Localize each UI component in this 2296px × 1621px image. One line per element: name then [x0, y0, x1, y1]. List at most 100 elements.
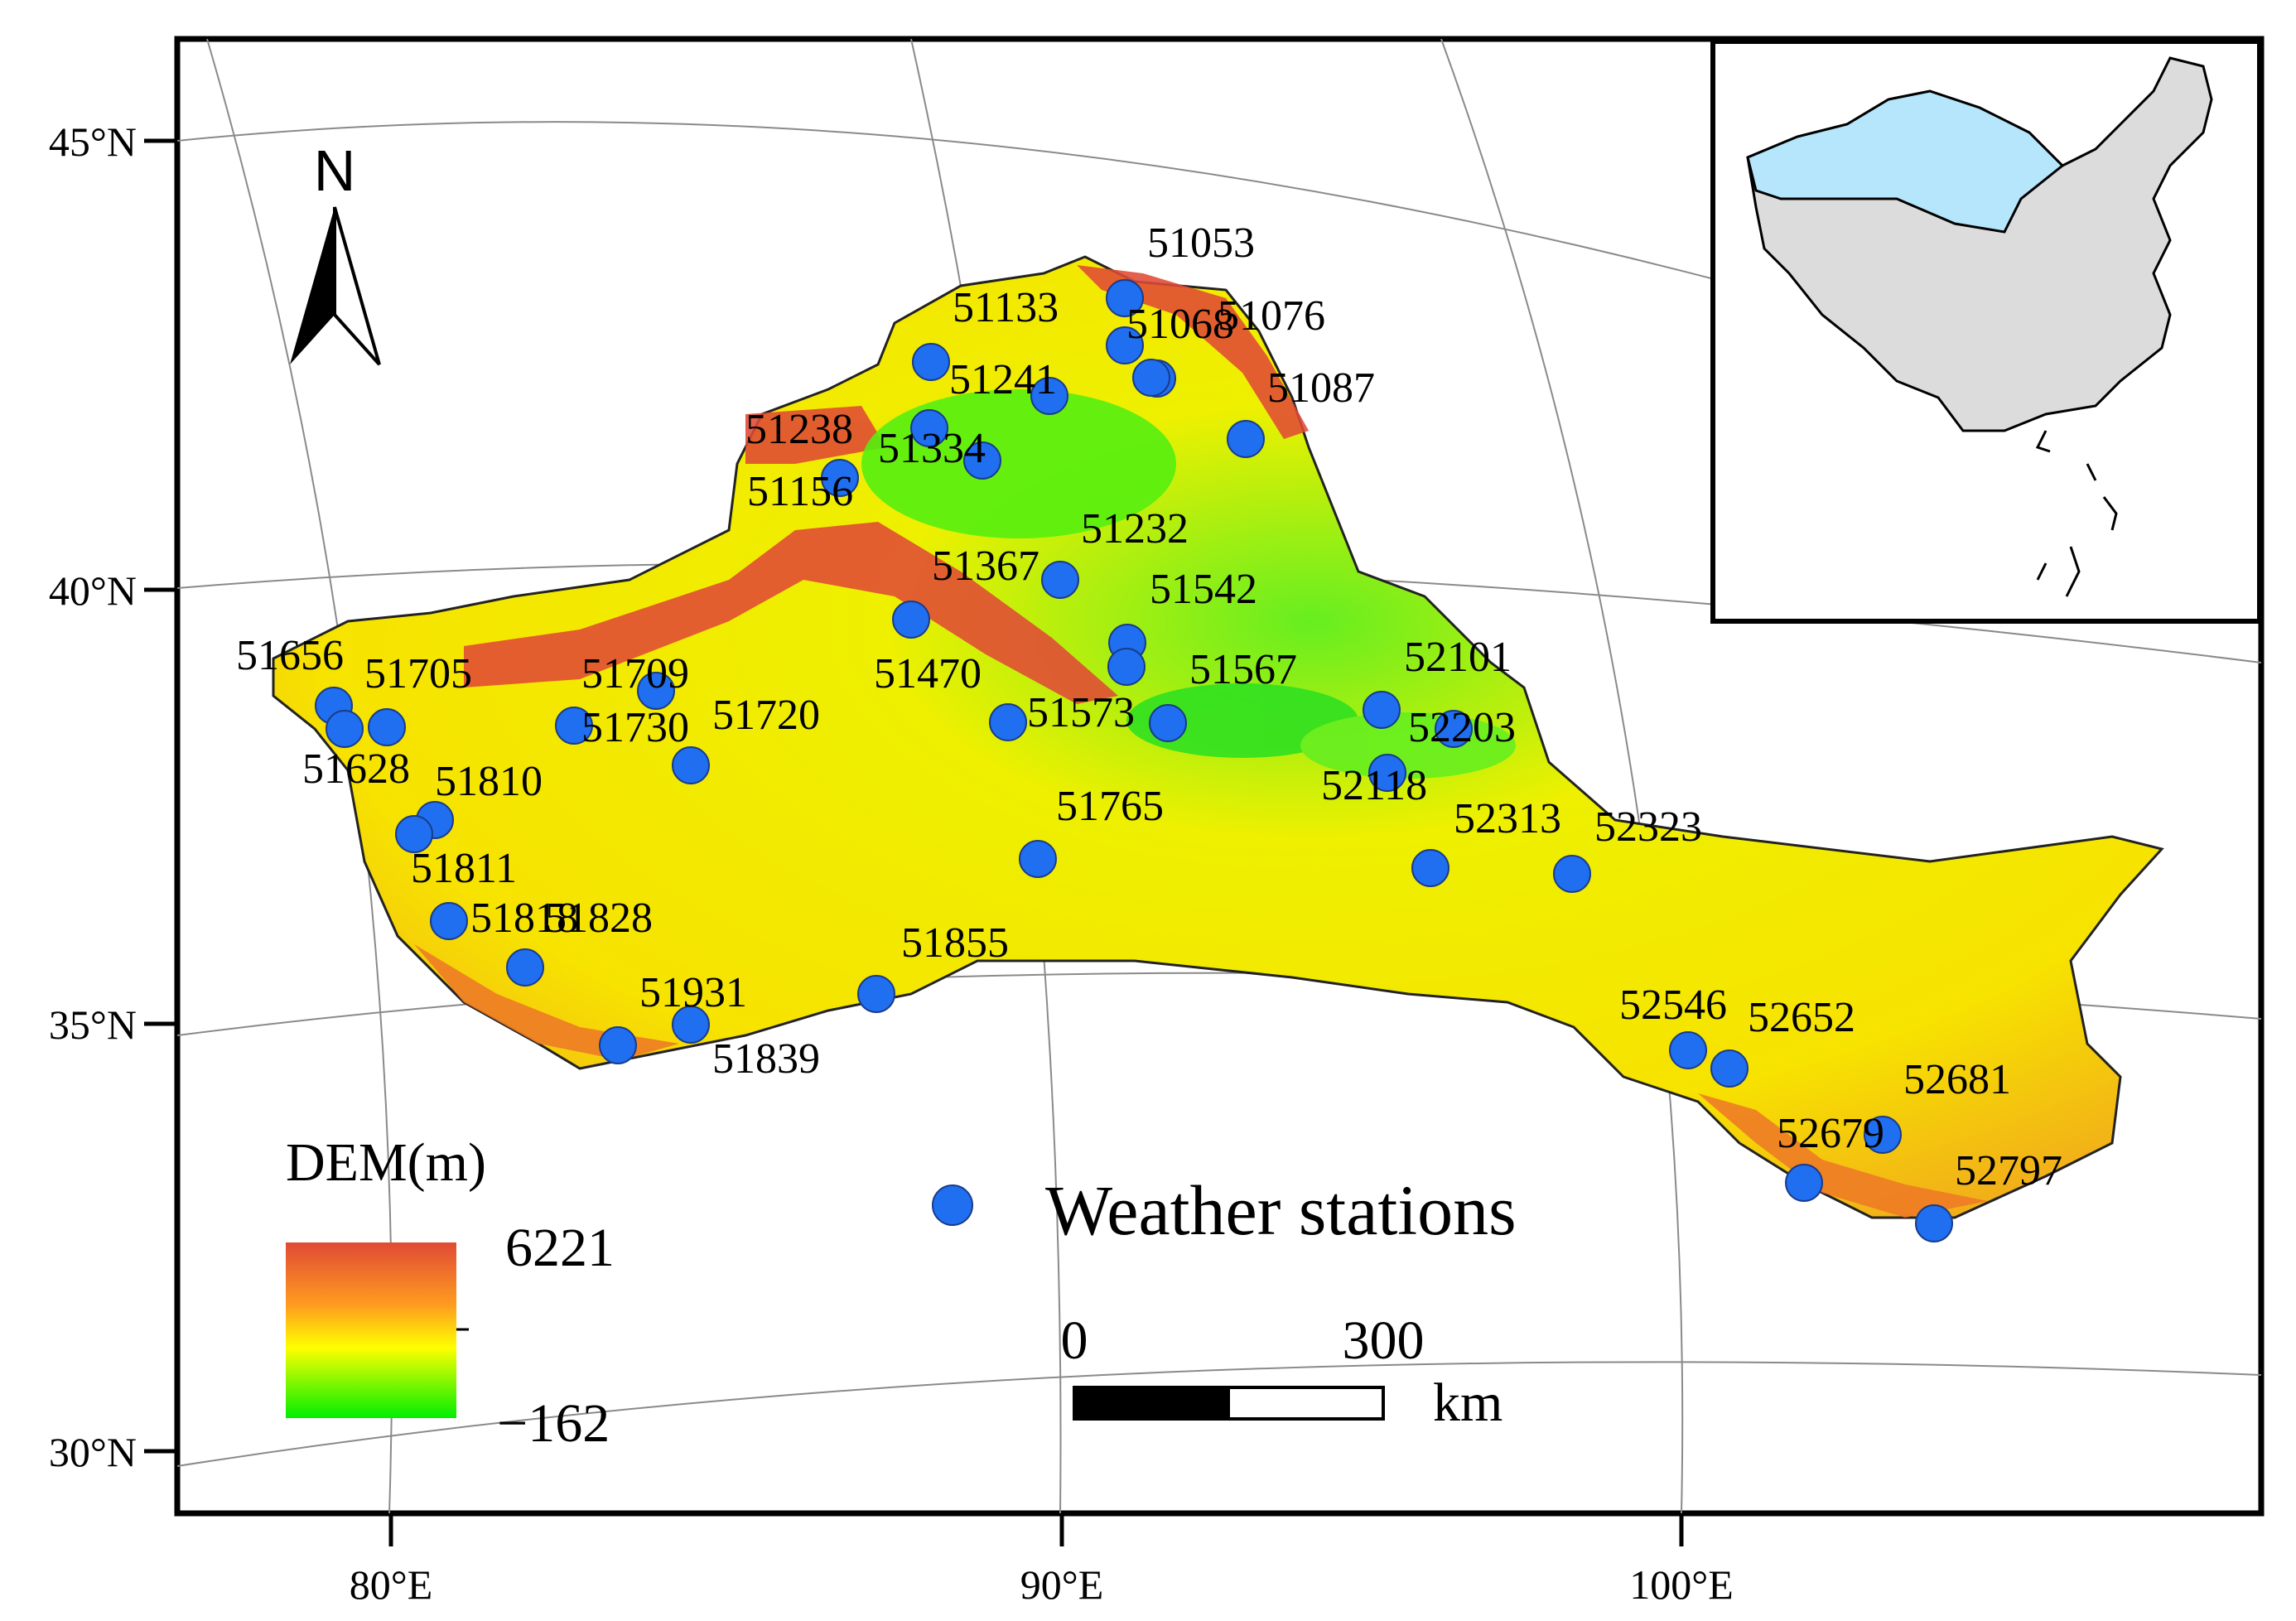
- station-label-51068: 51068: [1126, 301, 1234, 348]
- station-label-51232: 51232: [1081, 505, 1189, 552]
- scale-white-segment: [1227, 1386, 1385, 1421]
- station-label-51133: 51133: [953, 284, 1059, 331]
- station-label-52101: 52101: [1404, 634, 1512, 681]
- station-marker-52546: [1669, 1031, 1707, 1069]
- station-marker-51334: [963, 441, 1001, 480]
- station-label-51238: 51238: [745, 406, 853, 453]
- meridian-100: [1440, 39, 1684, 1513]
- station-marker-52681: [1864, 1116, 1902, 1154]
- dem-legend-max: 6221: [505, 1218, 615, 1278]
- dem-color-ramp: [286, 1242, 456, 1418]
- station-label-52681: 52681: [1903, 1056, 2011, 1103]
- stations-legend-label: Weather stations: [1045, 1170, 1517, 1250]
- station-label-51839: 51839: [712, 1035, 820, 1083]
- scale-black-segment: [1073, 1386, 1230, 1421]
- station-marker-51241: [1030, 377, 1068, 415]
- station-marker-51931: [599, 1026, 637, 1064]
- lon-label-80: 80°E: [350, 1561, 433, 1608]
- station-label-51076: 51076: [1218, 292, 1325, 340]
- kunlun-relief: [414, 944, 679, 1060]
- altai-relief: [1077, 265, 1309, 439]
- station-label-51241: 51241: [949, 356, 1057, 403]
- scale-max-label: 300: [1343, 1310, 1425, 1371]
- station-label-52797: 52797: [1955, 1147, 2062, 1194]
- lon-label-100: 100°E: [1629, 1561, 1734, 1608]
- station-marker-51068: [1106, 326, 1144, 364]
- station-label-52652: 52652: [1748, 994, 1855, 1041]
- tianshan-relief: [464, 522, 1118, 704]
- inset-islands: [2035, 430, 2118, 597]
- station-marker-51628: [326, 710, 364, 748]
- station-marker-52679: [1785, 1164, 1823, 1202]
- station-label-51156: 51156: [747, 468, 853, 515]
- station-label-51765: 51765: [1056, 783, 1164, 830]
- station-label-51810: 51810: [435, 758, 543, 805]
- inset-region-highlight: [1746, 89, 2065, 234]
- station-marker-52323: [1553, 855, 1591, 893]
- turpan-lowland: [1126, 683, 1358, 758]
- station-marker-51839: [672, 1006, 710, 1044]
- scale-bar: 0 300 km: [1061, 1310, 1503, 1433]
- station-label-51730: 51730: [581, 704, 689, 751]
- inset-map: [1710, 39, 2262, 624]
- station-label-51053: 51053: [1147, 220, 1255, 267]
- dem-legend-title: DEM(m): [286, 1132, 486, 1193]
- station-marker-51087: [1227, 420, 1265, 458]
- scale-unit-label: km: [1433, 1373, 1503, 1433]
- parallel-45: [177, 121, 1740, 287]
- station-label-51367: 51367: [932, 543, 1039, 590]
- station-label-51542: 51542: [1150, 566, 1257, 613]
- station-marker-51367: [892, 601, 930, 639]
- station-marker-51828: [506, 948, 544, 987]
- station-marker-51818: [430, 902, 468, 940]
- parallel-30: [177, 1361, 2261, 1467]
- station-marker-51470: [1107, 648, 1146, 686]
- station-label-51470: 51470: [874, 650, 982, 697]
- station-label-51087: 51087: [1267, 364, 1375, 412]
- north-arrow: N: [290, 138, 381, 366]
- station-label-52313: 52313: [1454, 795, 1561, 842]
- station-marker-51765: [1019, 840, 1057, 878]
- station-marker-52118: [1368, 754, 1406, 792]
- station-marker-51720: [672, 746, 710, 784]
- station-marker-52313: [1411, 849, 1449, 887]
- station-marker-51573: [989, 703, 1027, 741]
- west-tianshan-relief: [745, 406, 886, 464]
- station-marker-52652: [1710, 1049, 1749, 1088]
- lat-label-40: 40°N: [49, 567, 137, 614]
- station-marker-extra: [1132, 359, 1170, 397]
- station-label-52323: 52323: [1594, 803, 1702, 851]
- station-label-52203: 52203: [1408, 704, 1516, 751]
- station-label-52118: 52118: [1321, 762, 1427, 809]
- station-marker-51855: [857, 975, 895, 1013]
- station-marker-51238: [910, 409, 948, 447]
- station-label-51334: 51334: [878, 425, 986, 472]
- station-marker-52797: [1915, 1204, 1953, 1242]
- dem-relief: [414, 265, 1988, 1218]
- station-label-51628: 51628: [302, 745, 410, 793]
- scale-zero-label: 0: [1061, 1310, 1088, 1371]
- station-label-51567: 51567: [1189, 646, 1297, 693]
- lon-label-90: 90°E: [1020, 1561, 1104, 1608]
- north-arrow-light-half: [333, 206, 381, 366]
- station-marker-51053: [1106, 279, 1144, 317]
- station-label-51855: 51855: [901, 919, 1009, 967]
- station-label-52679: 52679: [1777, 1110, 1884, 1157]
- station-marker-51156: [821, 459, 859, 497]
- station-label-51811: 51811: [411, 845, 517, 892]
- dem-legend-min: −162: [497, 1393, 610, 1454]
- station-label-51709: 51709: [581, 650, 689, 697]
- stations-legend-marker: [932, 1184, 973, 1226]
- station-label-51931: 51931: [639, 969, 747, 1016]
- stations-legend: Weather stations: [932, 1170, 1517, 1250]
- station-marker-51811: [395, 815, 433, 853]
- station-marker-51133: [912, 343, 950, 381]
- qilian-relief: [1698, 1093, 1988, 1218]
- station-marker-51567: [1149, 704, 1187, 742]
- lat-label-35: 35°N: [49, 1001, 137, 1048]
- station-marker-51232: [1041, 561, 1079, 599]
- station-label-51720: 51720: [712, 692, 820, 739]
- station-marker-51709: [637, 672, 675, 710]
- station-label-51828: 51828: [545, 895, 653, 942]
